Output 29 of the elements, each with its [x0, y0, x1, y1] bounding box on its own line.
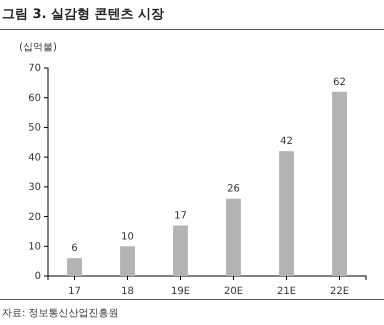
data-label: 62	[333, 76, 346, 88]
bar	[332, 92, 347, 276]
y-tick-label: 70	[28, 63, 41, 74]
x-tick-label: 20E	[224, 286, 244, 297]
x-tick-label: 17	[68, 286, 81, 297]
y-axis-title: (십억불)	[19, 42, 57, 53]
y-tick-label: 30	[28, 182, 41, 194]
x-tick-label: 19E	[170, 286, 190, 297]
bar	[67, 258, 82, 276]
y-tick-label: 50	[28, 122, 41, 134]
data-label: 26	[227, 184, 240, 195]
y-tick-label: 0	[34, 271, 41, 282]
data-label: 10	[121, 231, 134, 242]
x-tick-label: 22E	[330, 286, 350, 297]
y-tick-label: 60	[28, 92, 41, 104]
y-tick-label: 40	[28, 152, 41, 164]
text: 자료: 정보통신산업진흥원	[2, 308, 119, 319]
data-label: 42	[280, 136, 293, 148]
y-tick-label: 20	[28, 212, 41, 223]
data-label: 17	[174, 210, 187, 222]
bar	[120, 246, 135, 276]
bar	[226, 198, 241, 276]
chart-title: 그림 3. 실감형 콘텐츠 시장	[2, 7, 164, 22]
bar	[279, 151, 294, 276]
x-tick-label: 21E	[276, 286, 296, 297]
bar	[173, 225, 188, 276]
x-tick-label: 18	[121, 286, 134, 297]
y-tick-label: 10	[28, 241, 41, 252]
data-label: 6	[71, 243, 78, 254]
